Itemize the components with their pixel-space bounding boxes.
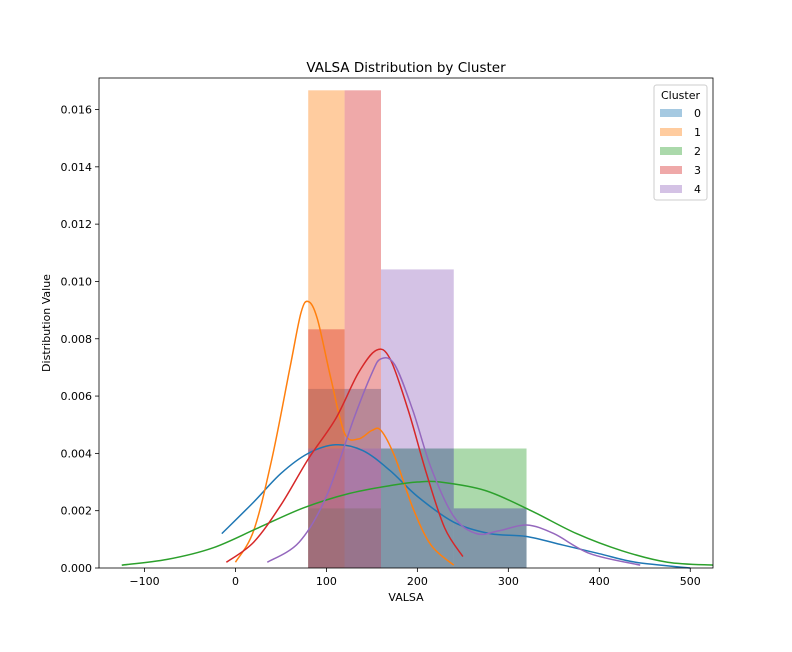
x-tick-label: 200 <box>407 575 428 588</box>
bar-cluster-2-1 <box>380 448 454 568</box>
legend-swatch-cluster-2 <box>660 147 682 155</box>
y-tick-label: 0.012 <box>61 218 93 231</box>
x-axis-label: VALSA <box>388 591 424 604</box>
y-tick-label: 0.002 <box>61 505 93 518</box>
x-tick-label: 300 <box>498 575 519 588</box>
bar-cluster-0-0 <box>308 388 381 568</box>
x-tick-label: 500 <box>680 575 701 588</box>
y-tick-label: 0.008 <box>61 333 93 346</box>
y-tick-label: 0.006 <box>61 390 93 403</box>
bar-cluster-3-0 <box>308 329 345 568</box>
bar-cluster-1-0 <box>308 90 345 568</box>
legend-swatch-cluster-1 <box>660 128 682 136</box>
y-tick-label: 0.014 <box>61 161 93 174</box>
legend-label-cluster-4: 4 <box>694 183 701 196</box>
legend-box <box>653 84 708 201</box>
legend-swatch-cluster-3 <box>660 166 682 174</box>
legend-label-cluster-2: 2 <box>694 145 701 158</box>
legend-title: Cluster <box>661 89 701 102</box>
legend-label-cluster-1: 1 <box>694 126 701 139</box>
bar-cluster-0-2 <box>453 508 527 568</box>
bar-cluster-2-2 <box>453 448 527 568</box>
x-tick-label: 400 <box>589 575 610 588</box>
legend-swatch-cluster-0 <box>660 109 682 117</box>
x-tick-label: −100 <box>129 575 159 588</box>
x-tick-label: 0 <box>232 575 239 588</box>
y-tick-label: 0.010 <box>61 275 93 288</box>
y-axis-label: Distribution Value <box>40 274 53 372</box>
plot-area <box>121 90 714 569</box>
legend-swatch-cluster-4 <box>660 185 682 193</box>
kde-line-cluster-1 <box>234 300 455 566</box>
legend: Cluster 0 1 2 3 4 <box>653 84 708 201</box>
axes: −100 0 100 200 300 400 500 0.000 0.002 0.004 0.006… <box>61 77 714 588</box>
bar-cluster-4-0 <box>308 448 381 568</box>
x-tick-label: 100 <box>316 575 337 588</box>
legend-label-cluster-3: 3 <box>694 164 701 177</box>
kde-line-cluster-2 <box>121 480 714 566</box>
bar-cluster-2-0 <box>308 508 381 568</box>
bar-cluster-0-1 <box>380 448 454 568</box>
y-tick-label: 0.016 <box>61 104 93 117</box>
y-tick-label: 0.004 <box>61 447 93 460</box>
kde-line-cluster-0 <box>221 443 691 569</box>
axes-frame <box>98 77 714 569</box>
bar-cluster-4-2 <box>453 508 527 568</box>
chart-title: VALSA Distribution by Cluster <box>306 60 506 76</box>
kde-line-cluster-3 <box>225 348 464 563</box>
kde-line-cluster-4 <box>266 356 641 566</box>
y-tick-label: 0.000 <box>61 562 93 575</box>
legend-label-cluster-0: 0 <box>694 107 701 120</box>
